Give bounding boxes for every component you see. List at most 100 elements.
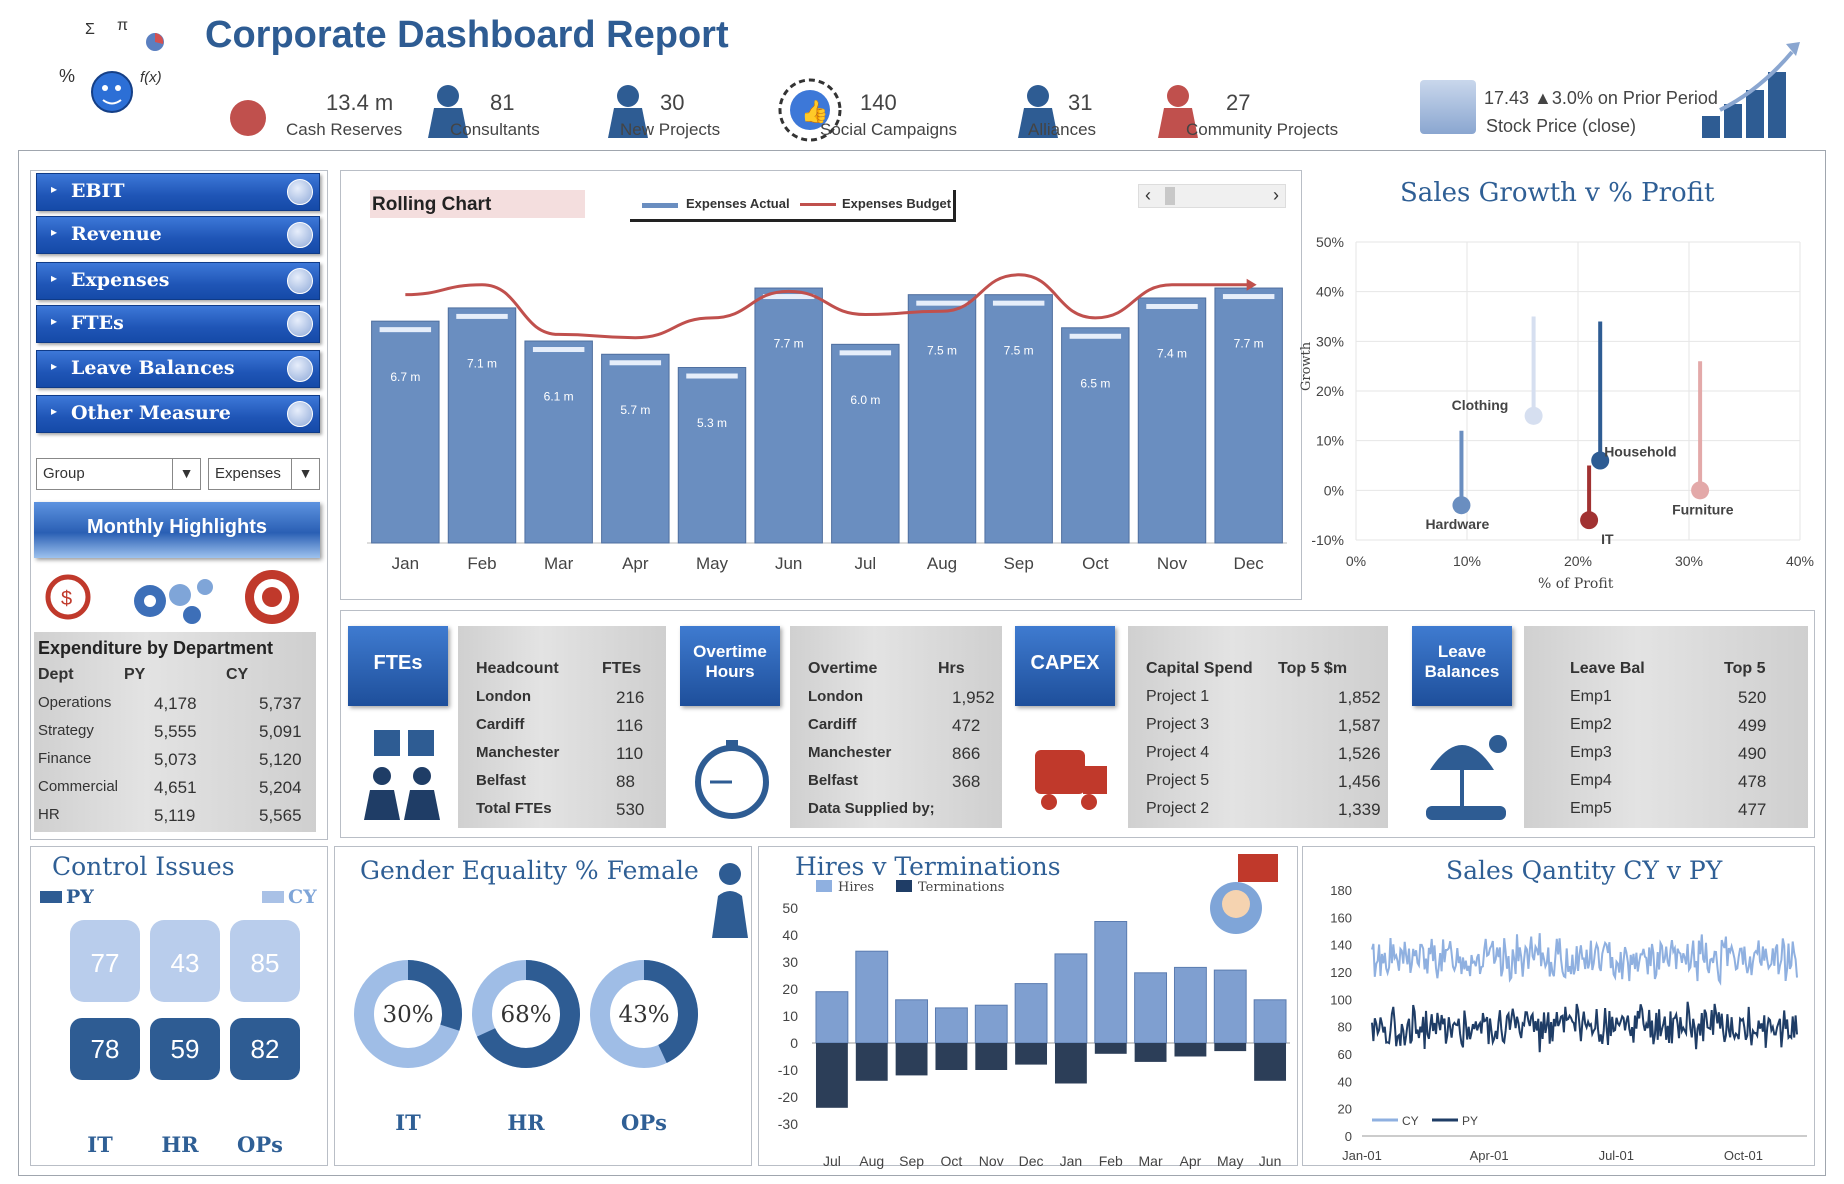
row-label: Total FTEs <box>476 800 552 817</box>
y-tick-label: 40% <box>1316 284 1344 300</box>
row-value: 499 <box>1738 716 1767 735</box>
cy-cell: 5,737 <box>259 694 302 713</box>
table-row: Project 5 1,456 <box>1128 772 1388 796</box>
table-header: Overtime Hrs <box>790 660 1002 684</box>
nav-label: Expenses <box>71 269 170 291</box>
row-label: Cardiff <box>808 716 857 733</box>
scroll-left-icon[interactable]: ‹ <box>1145 185 1151 205</box>
legend-label: PY <box>1462 1114 1478 1128</box>
py-cell: 5,555 <box>154 722 197 741</box>
legend-label: CY <box>1402 1114 1419 1128</box>
dept-cell: Finance <box>38 750 92 767</box>
point-it <box>1580 511 1599 530</box>
rolling-chart-label-text: Rolling Chart <box>372 194 492 215</box>
hires-bar <box>974 1004 1008 1044</box>
point-label: IT <box>1601 531 1614 547</box>
donut-value: 30% <box>382 1002 433 1028</box>
quit-sign-icon <box>1210 854 1278 934</box>
nav-toggle-icon[interactable] <box>287 222 313 248</box>
nav-toggle-icon[interactable] <box>287 356 313 382</box>
cy-legend-label: CY <box>288 886 317 908</box>
nav-toggle-icon[interactable] <box>287 179 313 205</box>
table-row: Emp5 477 <box>1524 800 1808 824</box>
terminations-bar <box>1134 1043 1167 1062</box>
cy-cylinder <box>150 920 220 1002</box>
monthly-highlights-button[interactable]: Monthly Highlights <box>34 502 320 558</box>
table-row: Manchester 110 <box>458 744 666 768</box>
svg-text:👍: 👍 <box>801 99 828 124</box>
row-label: Emp3 <box>1570 744 1612 761</box>
bar-highlight <box>532 347 585 353</box>
rolling-scrollbar[interactable]: ‹ › <box>1138 184 1286 208</box>
nav-leave-balances-button[interactable]: ▸ Leave Balances <box>36 350 320 388</box>
rolling-chart: 6.7 m Jan 7.1 m Feb 6.1 m Mar 5.7 m Apr 5.3 m May… <box>367 273 1287 573</box>
chevron-down-icon[interactable]: ▼ <box>291 459 319 489</box>
chevron-down-icon[interactable]: ▼ <box>172 459 200 489</box>
bar-data-label: 7.1 m <box>467 357 497 371</box>
col-py: PY <box>124 666 146 683</box>
terminations-bar <box>1094 1043 1127 1054</box>
table-row: Finance 5,073 5,120 <box>34 750 316 774</box>
py-cell: 4,651 <box>154 778 197 797</box>
kpi-value: 81 <box>490 90 515 115</box>
point-hardware <box>1452 496 1471 515</box>
y-tick-label: 30 <box>782 954 798 970</box>
row-label: Project 4 <box>1146 744 1210 761</box>
nav-revenue-button[interactable]: ▸ Revenue <box>36 216 320 254</box>
x-tick-label: Jul-01 <box>1599 1148 1634 1163</box>
scroll-thumb[interactable] <box>1165 187 1175 205</box>
nav-ebit-button[interactable]: ▸ EBIT <box>36 173 320 211</box>
thumbs-up-icon: 👍 <box>775 75 845 145</box>
caret-right-icon: ▸ <box>51 404 58 418</box>
row-value: 1,339 <box>1338 800 1381 819</box>
x-tick-label: May <box>696 554 729 573</box>
scroll-right-icon[interactable]: › <box>1273 185 1279 205</box>
nav-toggle-icon[interactable] <box>287 311 313 337</box>
capex-tile: CAPEX <box>1015 626 1115 706</box>
row-label: Project 3 <box>1146 716 1210 733</box>
bar-sep <box>984 294 1053 544</box>
py-legend: PY <box>40 886 94 908</box>
nav-label: Revenue <box>71 223 162 245</box>
row-value: 88 <box>616 772 635 791</box>
row-value: 110 <box>616 744 644 763</box>
x-tick-label: May <box>1217 1153 1243 1169</box>
kpi-label: New Projects <box>620 120 721 139</box>
hires-bar <box>815 991 849 1044</box>
table-header: Headcount FTEs <box>458 660 666 684</box>
overtime-tile: Overtime Hours <box>680 626 780 706</box>
dept-cell: HR <box>38 806 60 823</box>
col-label: Overtime <box>808 660 878 677</box>
row-value: 1,526 <box>1338 744 1381 763</box>
measure-dropdown[interactable]: Expenses ▼ <box>208 458 320 490</box>
terminations-bar <box>1054 1043 1087 1084</box>
bar-data-label: 7.4 m <box>1157 347 1187 361</box>
y-tick-label: 40 <box>782 927 798 943</box>
control-issues-title: Control Issues <box>52 852 235 881</box>
sales-quantity-chart: 0 20 40 60 80 100 120 140 160 180 Jan-01 Apr-01 Jul-… <box>1330 883 1807 1163</box>
hires-bar <box>855 950 889 1044</box>
nav-other-measure-button[interactable]: ▸ Other Measure <box>36 395 320 433</box>
nav-ftes-button[interactable]: ▸ FTEs <box>36 305 320 343</box>
group-dropdown[interactable]: Group ▼ <box>36 458 201 490</box>
col-label: Capital Spend <box>1146 660 1253 677</box>
tiles-strip <box>340 610 1815 838</box>
dept-cell: Commercial <box>38 778 119 795</box>
terminations-bar <box>975 1043 1008 1070</box>
cy-cell: 5,120 <box>259 750 302 769</box>
gender-title: Gender Equality % Female <box>360 856 699 885</box>
x-tick-label: Oct <box>941 1153 963 1169</box>
x-tick-label: Aug <box>859 1153 884 1169</box>
hires-bar <box>934 1007 968 1044</box>
kpi-label: Community Projects <box>1186 120 1339 139</box>
hires-legend-label: Hires <box>838 880 874 895</box>
nav-expenses-button[interactable]: ▸ Expenses <box>36 262 320 300</box>
hires-bar <box>1134 972 1168 1044</box>
sales-qty-panel <box>1302 846 1815 1166</box>
nav-toggle-icon[interactable] <box>287 268 313 294</box>
x-tick-label: Apr <box>1180 1153 1202 1169</box>
table-row: Emp1 520 <box>1524 688 1808 712</box>
nav-toggle-icon[interactable] <box>287 401 313 427</box>
hires-bar <box>895 999 929 1044</box>
x-tick-label: Sep <box>1004 554 1034 573</box>
